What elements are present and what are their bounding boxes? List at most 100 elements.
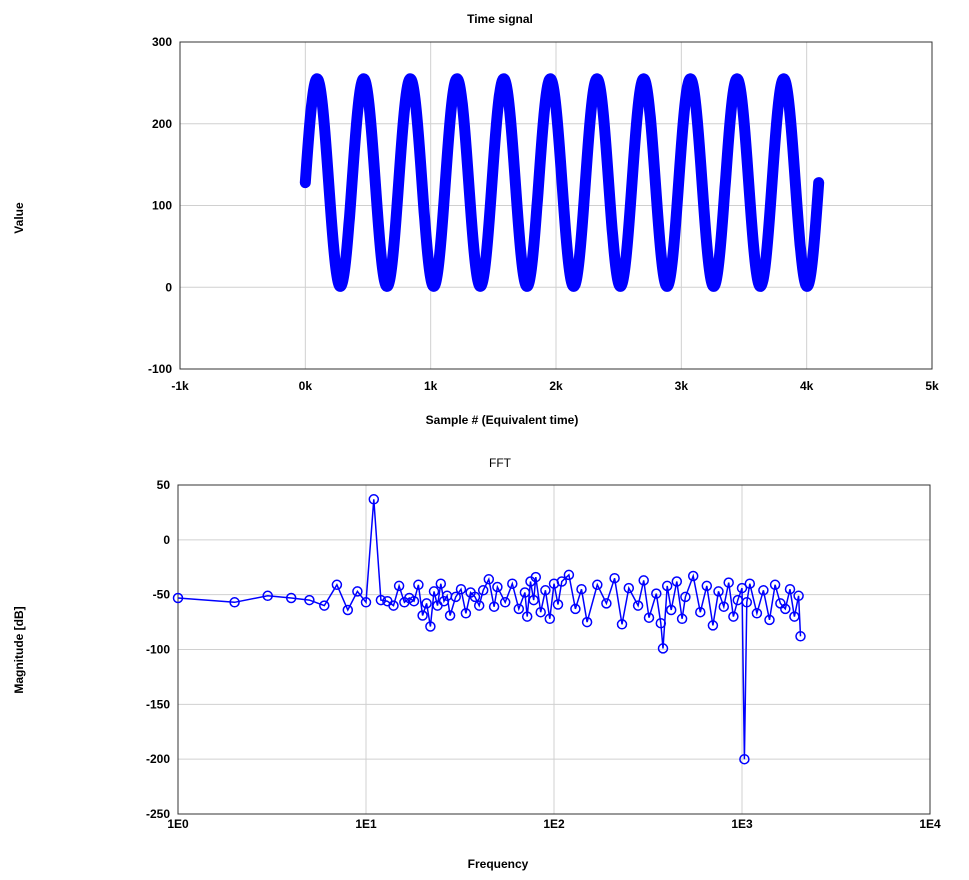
fft-data-point: [460, 608, 472, 619]
fft-x-tick-label: 1E3: [731, 817, 753, 831]
fft-data-point: [784, 583, 796, 595]
time-x-ticks: -1k 0k 1k 2k 3k 4k 5k: [171, 379, 939, 393]
fft-data-point: [739, 753, 750, 765]
fft-data-point: [665, 604, 677, 616]
fft-y-tick-label: -100: [146, 643, 170, 657]
fft-data-point: [319, 600, 330, 611]
fft-x-tick-label: 1E1: [355, 817, 377, 831]
fft-data-point: [718, 601, 730, 612]
fft-data-point: [368, 494, 380, 505]
time-plot-frame: [179, 41, 933, 370]
fft-chart-title: FFT: [489, 456, 512, 470]
fft-data-point: [570, 603, 581, 615]
fft-data-point: [701, 580, 713, 592]
fft-data-point: [671, 576, 683, 587]
time-y-tick-label: -100: [148, 362, 172, 376]
fft-data-point: [469, 591, 481, 603]
time-x-tick-label: -1k: [171, 379, 189, 393]
fft-data-point: [499, 597, 511, 608]
fft-y-tick-label: -150: [146, 697, 170, 711]
fft-data-point: [723, 577, 734, 588]
time-series: [299, 73, 825, 292]
fft-data-point: [581, 616, 593, 628]
fft-data-point: [751, 608, 763, 619]
fft-data-point: [535, 606, 546, 618]
fft-data-point: [262, 590, 273, 602]
fft-y-ticks: 50 0 -50 -100 -150 -200 -250: [146, 478, 170, 821]
fft-data-point: [556, 576, 568, 587]
fft-plot-frame: [177, 484, 931, 815]
fft-data-point: [413, 579, 424, 591]
fft-data-point: [601, 598, 612, 609]
fft-x-tick-label: 1E4: [919, 817, 941, 831]
fft-data-point: [795, 631, 806, 642]
fft-chart: FFT 1E0 1E1 1E2 1E3 1E4 50 0 -50 -100 -150 -200 -2…: [12, 456, 941, 871]
fft-data-point: [744, 578, 756, 589]
fft-data-point: [428, 586, 440, 597]
fft-data-point: [713, 586, 724, 597]
fft-data-point: [623, 582, 635, 594]
fft-data-point: [632, 600, 644, 611]
fft-y-tick-label: 50: [157, 478, 171, 492]
time-x-tick-label: 2k: [549, 379, 563, 393]
fft-x-tick-label: 1E0: [167, 817, 189, 831]
fft-data-point: [769, 579, 781, 591]
fft-data-point: [655, 617, 667, 629]
fft-data-point: [519, 587, 531, 598]
fft-data-point: [492, 581, 503, 593]
fft-data-point: [728, 611, 739, 622]
time-chart-title: Time signal: [467, 12, 533, 26]
fft-series-line: [177, 499, 802, 760]
fft-data-point: [450, 591, 461, 603]
fft-data-point: [425, 621, 436, 632]
fft-data-point: [360, 597, 372, 608]
fft-grid: [177, 484, 931, 815]
fft-data-point: [304, 594, 315, 606]
time-signal-chart: Time signal -1k 0k 1k 2k 3k 4k 5k 300 200 100 0 -1…: [12, 12, 939, 427]
fft-data-point: [473, 600, 485, 611]
fft-data-point: [695, 606, 706, 618]
fft-data-point: [638, 575, 649, 586]
fft-data-point: [552, 599, 564, 610]
fft-y-tick-label: -50: [153, 588, 171, 602]
fft-y-tick-label: -200: [146, 752, 170, 766]
fft-data-point: [285, 592, 297, 604]
fft-y-axis-label: Magnitude [dB]: [12, 606, 26, 693]
time-x-tick-label: 1k: [424, 379, 438, 393]
fft-data-point: [393, 580, 405, 592]
fft-y-tick-label: 0: [163, 533, 170, 547]
time-x-tick-label: 5k: [925, 379, 939, 393]
time-x-axis-label: Sample # (Equivalent time): [426, 413, 579, 427]
time-y-tick-label: 100: [152, 199, 172, 213]
fft-series: [172, 494, 806, 765]
fft-data-point: [331, 579, 343, 591]
fft-data-point: [444, 610, 456, 621]
time-y-tick-label: 0: [165, 280, 172, 294]
fft-x-ticks: 1E0 1E1 1E2 1E3 1E4: [167, 817, 941, 831]
fft-data-point: [477, 585, 489, 596]
fft-data-point: [417, 610, 428, 621]
fft-data-point: [342, 604, 354, 616]
fft-data-point: [172, 592, 184, 604]
fft-data-point: [676, 613, 688, 625]
fft-data-point: [483, 574, 495, 585]
time-x-tick-label: 4k: [800, 379, 814, 393]
time-y-axis-label: Value: [12, 202, 26, 234]
fft-data-point: [421, 598, 432, 609]
fft-data-point: [563, 569, 575, 581]
fft-data-point: [530, 571, 542, 583]
fft-data-point: [521, 611, 533, 622]
fft-data-point: [616, 619, 628, 630]
fft-x-tick-label: 1E2: [543, 817, 565, 831]
fft-y-tick-label: -250: [146, 807, 170, 821]
fft-data-point: [576, 583, 587, 595]
fft-data-point: [793, 590, 804, 602]
fft-x-axis-label: Frequency: [468, 857, 529, 871]
fft-data-point: [687, 570, 699, 582]
fft-data-point: [707, 620, 719, 631]
fft-data-point: [592, 579, 603, 591]
fft-data-point: [229, 597, 240, 608]
time-x-tick-label: 3k: [675, 379, 689, 393]
fft-data-point: [789, 611, 800, 622]
